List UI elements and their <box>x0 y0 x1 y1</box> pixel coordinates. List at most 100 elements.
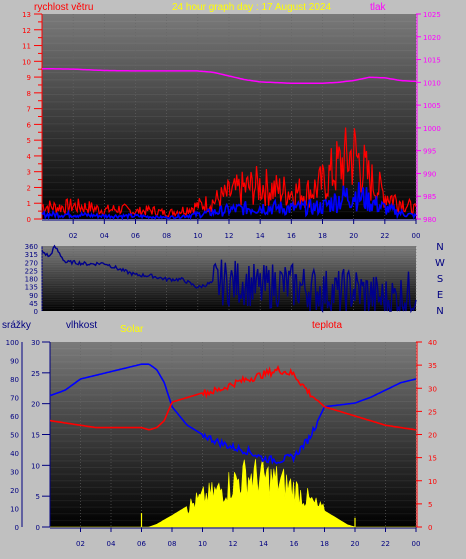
direction-tick-label: 225 <box>25 267 38 275</box>
wind-speed-tick-label: 5 <box>27 137 31 145</box>
temperature-line <box>49 364 417 431</box>
humidity-line <box>49 363 417 465</box>
precip-tick-label: 0 <box>36 524 40 532</box>
x-tick-label: 02 <box>69 232 78 240</box>
x-tick-label: 10 <box>198 540 207 548</box>
direction-tick-label: 90 <box>29 292 38 300</box>
x-tick-label: 20 <box>349 232 358 240</box>
wind-speed-tick-label: 3 <box>27 169 31 177</box>
humidity-tick-label: 80 <box>10 376 19 384</box>
temperature-tick-label: 35 <box>428 362 437 370</box>
temperature-tick-label: 10 <box>428 478 437 486</box>
wind-gust-line <box>41 127 417 218</box>
x-tick-label: 00 <box>412 540 421 548</box>
x-tick-label: 06 <box>137 540 146 548</box>
wind-speed-tick-label: 11 <box>22 43 31 51</box>
pressure-line <box>42 67 417 84</box>
humidity-tick-label: 60 <box>10 413 19 421</box>
x-tick-label: 20 <box>351 540 360 548</box>
wind-speed-tick-label: 10 <box>22 58 31 66</box>
direction-tick-label: 135 <box>25 284 38 292</box>
wind-direction-line <box>41 244 417 314</box>
precip-tick-label: 30 <box>31 339 40 347</box>
direction-tick-label: 315 <box>25 251 38 259</box>
precip-tick-label: 20 <box>31 401 40 409</box>
precip-tick-label: 5 <box>36 493 40 501</box>
x-tick-label: 22 <box>380 232 389 240</box>
x-tick-label: 14 <box>256 232 265 240</box>
temperature-tick-label: 40 <box>428 339 437 347</box>
x-tick-label: 14 <box>259 540 268 548</box>
wind-speed-tick-label: 13 <box>22 11 31 19</box>
temperature-tick-label: 15 <box>428 455 437 463</box>
direction-tick-label: 270 <box>25 259 38 267</box>
x-tick-label: 12 <box>225 232 234 240</box>
x-tick-label: 18 <box>318 232 327 240</box>
humidity-tick-label: 0 <box>15 524 19 532</box>
temperature-tick-label: 30 <box>428 385 437 393</box>
humidity-tick-label: 50 <box>10 432 19 440</box>
pressure-tick-label: 1020 <box>423 34 441 42</box>
humidity-tick-label: 70 <box>10 395 19 403</box>
compass-label: E <box>437 290 443 301</box>
compass-label: S <box>437 274 443 285</box>
precip-tick-label: 15 <box>31 432 40 440</box>
x-tick-label: 02 <box>76 540 85 548</box>
humidity-tick-label: 30 <box>10 469 19 477</box>
temperature-tick-label: 25 <box>428 408 437 416</box>
x-tick-label: 12 <box>229 540 238 548</box>
direction-tick-label: 0 <box>34 308 38 316</box>
wind-speed-tick-label: 6 <box>27 121 32 129</box>
pressure-tick-label: 1005 <box>423 102 441 110</box>
x-tick-label: 08 <box>162 232 171 240</box>
pressure-tick-label: 985 <box>423 193 436 201</box>
humidity-tick-label: 90 <box>10 358 19 366</box>
wind-average-line <box>41 181 417 221</box>
temperature-tick-label: 20 <box>428 432 437 440</box>
humidity-tick-label: 100 <box>6 339 19 347</box>
solar-axis-title: Solar <box>120 324 144 335</box>
wind-speed-tick-label: 12 <box>22 27 31 35</box>
x-tick-label: 16 <box>287 232 296 240</box>
humidity-tick-label: 20 <box>10 487 19 495</box>
pressure-tick-label: 980 <box>423 216 436 224</box>
pressure-tick-label: 995 <box>423 148 436 156</box>
chart-title: 24 hour graph day : 17 August 2024 <box>172 2 332 13</box>
solar-area <box>50 458 416 528</box>
pressure-tick-label: 1000 <box>423 125 441 133</box>
temperature-axis-title: teplota <box>312 320 343 331</box>
x-tick-label: 16 <box>290 540 299 548</box>
compass-label: N <box>436 242 443 253</box>
x-tick-label: 18 <box>320 540 329 548</box>
direction-tick-label: 45 <box>29 300 38 308</box>
wind-speed-tick-label: 1 <box>27 200 31 208</box>
compass-label: N <box>436 306 443 317</box>
humidity-tick-label: 40 <box>10 450 19 458</box>
x-tick-label: 08 <box>168 540 177 548</box>
precip-tick-label: 10 <box>31 462 40 470</box>
direction-tick-label: 360 <box>25 243 38 251</box>
humidity-tick-label: 10 <box>10 506 19 514</box>
x-tick-label: 00 <box>412 232 421 240</box>
wind-speed-tick-label: 2 <box>27 184 31 192</box>
x-tick-label: 22 <box>381 540 390 548</box>
wind-speed-tick-label: 4 <box>27 153 32 161</box>
pressure-tick-label: 1015 <box>423 57 441 65</box>
wind-speed-tick-label: 7 <box>27 106 31 114</box>
compass-label: W <box>435 258 445 269</box>
wind-speed-tick-label: 0 <box>27 216 31 224</box>
precip-tick-label: 25 <box>31 370 40 378</box>
x-tick-label: 10 <box>193 232 202 240</box>
precip-axis-title: srážky <box>2 320 31 331</box>
direction-tick-label: 180 <box>25 276 38 284</box>
pressure-tick-label: 990 <box>423 170 436 178</box>
temperature-tick-label: 5 <box>428 501 432 509</box>
pressure-axis-title: tlak <box>370 2 386 13</box>
pressure-tick-label: 1025 <box>423 11 441 19</box>
humidity-axis-title: vlhkost <box>66 320 98 331</box>
pressure-tick-label: 1010 <box>423 79 441 87</box>
x-tick-label: 04 <box>100 232 109 240</box>
wind-speed-tick-label: 9 <box>27 74 31 82</box>
